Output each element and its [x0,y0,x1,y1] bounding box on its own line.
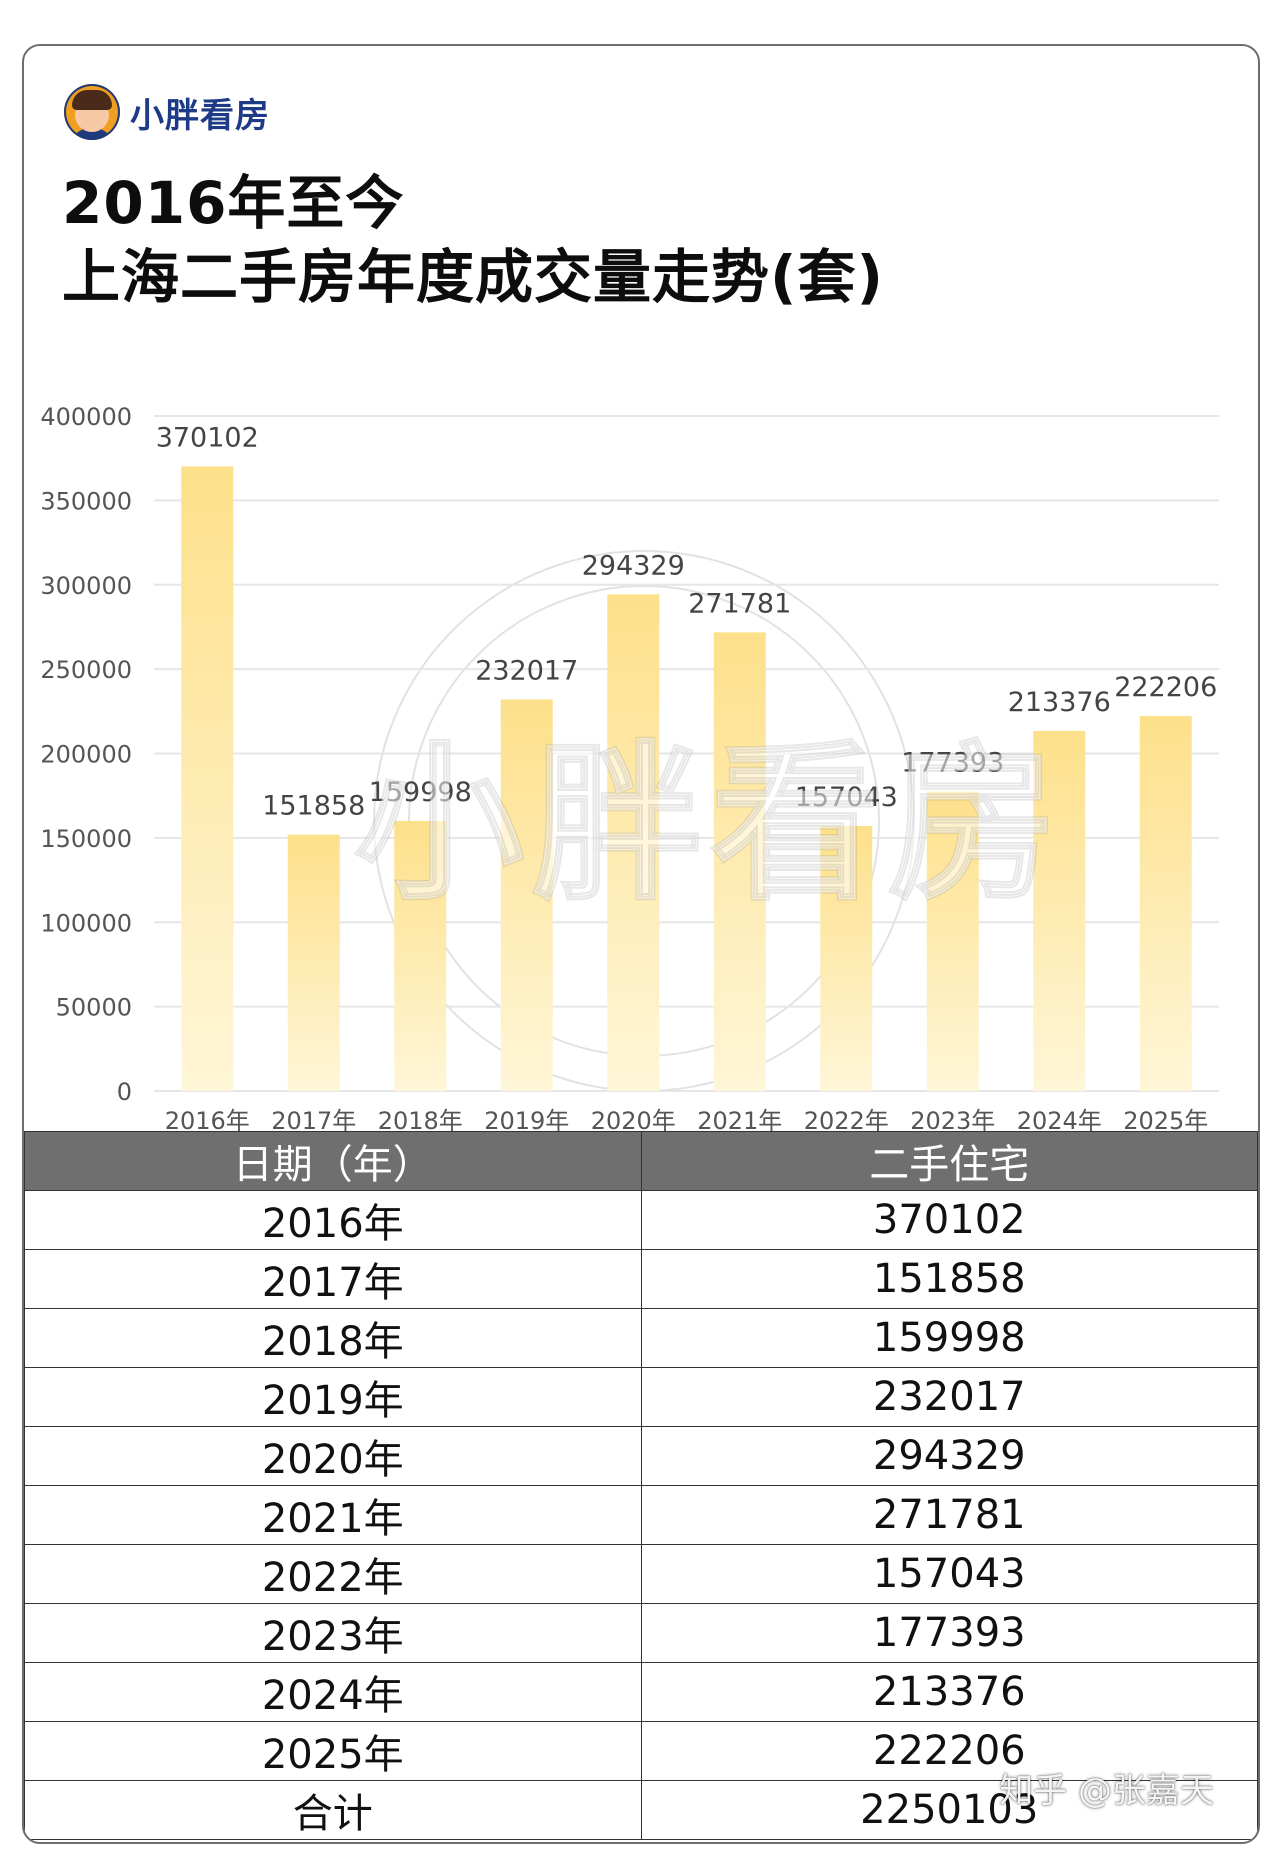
cell-year: 2025年 [25,1722,642,1781]
avatar-logo-icon [64,84,120,140]
table-row: 2024年 213376 [25,1663,1258,1722]
cell-year: 2024年 [25,1663,642,1722]
y-tick-label: 300000 [40,572,132,600]
bar [1140,716,1192,1091]
cell-year: 2020年 [25,1427,642,1486]
bar [607,594,659,1091]
cell-year: 2016年 [25,1191,642,1250]
cell-year: 合计 [25,1781,642,1840]
data-label: 159998 [369,777,472,808]
bar [714,632,766,1091]
data-label: 222206 [1114,672,1217,703]
bar [181,466,233,1091]
bar [820,826,872,1091]
brand-name: 小胖看房 [130,88,270,137]
data-label: 370102 [156,422,259,453]
cell-value: 370102 [641,1191,1258,1250]
header-date: 日期（年） [25,1132,642,1191]
y-tick-label: 0 [117,1078,132,1106]
bar-chart: 0 50000 100000 150000 200000 250000 300000 3500… [24,346,1258,1146]
table-row: 2021年 271781 [25,1486,1258,1545]
y-tick-label: 200000 [40,741,132,769]
table-header-row: 日期（年） 二手住宅 [25,1132,1258,1191]
table-row: 2023年 177393 [25,1604,1258,1663]
credit-watermark: 知乎 @张嘉天 [999,1763,1214,1812]
data-label: 232017 [475,655,578,686]
cell-year: 2017年 [25,1250,642,1309]
report-card: 小胖看房 2016年至今 上海二手房年度成交量走势(套) 0 50000 10000… [22,44,1260,1844]
table-row: 2018年 159998 [25,1309,1258,1368]
table-row: 2016年 370102 [25,1191,1258,1250]
table-row: 2017年 151858 [25,1250,1258,1309]
data-label: 157043 [795,782,898,813]
table-row: 2019年 232017 [25,1368,1258,1427]
cell-year: 2022年 [25,1545,642,1604]
y-tick-label: 50000 [56,994,132,1022]
cell-value: 294329 [641,1427,1258,1486]
data-table: 日期（年） 二手住宅 2016年 370102 2017年 151858 2018年 15… [24,1131,1258,1840]
cell-year: 2023年 [25,1604,642,1663]
data-label: 271781 [688,588,791,619]
y-tick-label: 100000 [40,909,132,937]
cell-value: 151858 [641,1250,1258,1309]
cell-year: 2019年 [25,1368,642,1427]
cell-value: 159998 [641,1309,1258,1368]
cell-value: 213376 [641,1663,1258,1722]
cell-value: 177393 [641,1604,1258,1663]
bar [501,699,553,1091]
header-value: 二手住宅 [641,1132,1258,1191]
data-label: 151858 [262,791,365,822]
cell-year: 2018年 [25,1309,642,1368]
page-title: 2016年至今 上海二手房年度成交量走势(套) [62,166,884,314]
bar [927,792,979,1091]
y-tick-label: 150000 [40,825,132,853]
y-tick-label: 250000 [40,656,132,684]
data-label: 213376 [1008,687,1111,718]
data-label: 294329 [582,550,685,581]
title-line-1: 2016年至今 [62,166,884,240]
cell-value: 157043 [641,1545,1258,1604]
data-label: 177393 [901,748,1004,779]
bar [288,835,340,1091]
bar [1033,731,1085,1091]
y-tick-label: 400000 [40,403,132,431]
brand: 小胖看房 [64,84,270,140]
cell-value: 232017 [641,1368,1258,1427]
table-row: 2020年 294329 [25,1427,1258,1486]
y-tick-label: 350000 [40,487,132,515]
bar [394,821,446,1091]
title-line-2: 上海二手房年度成交量走势(套) [62,240,884,314]
cell-year: 2021年 [25,1486,642,1545]
table-row: 2022年 157043 [25,1545,1258,1604]
cell-value: 271781 [641,1486,1258,1545]
